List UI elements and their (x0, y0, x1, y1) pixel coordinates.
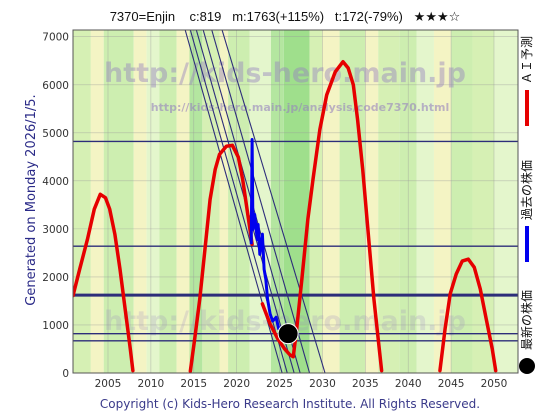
x-tick-label: 2015 (180, 378, 207, 390)
watermark-page-url: http://kids-hero.main.jp/analysis/code73… (151, 101, 450, 114)
background-band (472, 30, 494, 373)
background-band (416, 30, 434, 373)
background-band (493, 30, 518, 373)
axis-tick-labels: 0 1000 2000 3000 4000 5000 6000 7000 2005 2010 201… (42, 32, 507, 390)
chart-title: 7370=Enjin c:819 m:1763(+115%) t:172(-79… (110, 9, 461, 24)
x-tick-label: 2035 (352, 378, 379, 390)
y-tick-label: 0 (62, 368, 69, 380)
y-tick-label: 1000 (42, 320, 69, 332)
background-band (73, 30, 91, 373)
latest-price-marker (277, 323, 299, 345)
ai-forecast-line (438, 257, 498, 373)
background-band (322, 30, 340, 373)
background-band (270, 30, 284, 373)
y-tick-label: 3000 (42, 224, 69, 236)
background-band (189, 30, 203, 373)
plot-area: http://kids-hero.main.jp http://kids-her… (73, 30, 518, 373)
y-tick-label: 4000 (42, 176, 69, 188)
background-band (451, 30, 473, 373)
background-band (159, 30, 177, 373)
background-band (219, 30, 229, 373)
ai-forecast-line (260, 59, 384, 373)
legend: ＡＩ予測 過去の株価 最新の株価 (519, 36, 535, 374)
copyright-footer: Copyright (c) Kids-Hero Research Institu… (100, 397, 480, 411)
x-tick-label: 2010 (138, 378, 165, 390)
legend-label-ai-forecast: ＡＩ予測 (520, 36, 534, 84)
diagonal-trend-line (221, 30, 326, 373)
legend-label-past-price: 過去の株価 (519, 160, 534, 220)
x-tick-label: 2045 (438, 378, 465, 390)
y-tick-label: 7000 (42, 32, 69, 44)
gridlines (73, 30, 518, 373)
plot-border (72, 29, 519, 374)
x-tick-label: 2005 (95, 378, 122, 390)
x-tick-label: 2030 (309, 378, 336, 390)
diagonal-trend-line (211, 30, 311, 373)
ai-forecast-line (73, 192, 135, 373)
legend-label-latest-price: 最新の株価 (519, 290, 534, 350)
legend-marker-latest-price (519, 358, 535, 374)
generated-date-note: Generated on Monday 2026/1/5. (24, 94, 39, 305)
y-tick-label: 2000 (42, 272, 69, 284)
x-tick-label: 2050 (481, 378, 508, 390)
background-band (146, 30, 160, 373)
x-tick-label: 2040 (395, 378, 422, 390)
y-tick-label: 5000 (42, 128, 69, 140)
background-band (433, 30, 452, 373)
background-band (365, 30, 379, 373)
background-band (378, 30, 400, 373)
x-tick-label: 2025 (266, 378, 293, 390)
background-band (133, 30, 147, 373)
background-band (309, 30, 323, 373)
data-series (73, 59, 498, 373)
ai-forecast-line (188, 143, 254, 373)
background-band (176, 30, 190, 373)
y-tick-label: 6000 (42, 80, 69, 92)
x-tick-label: 2020 (223, 378, 250, 390)
watermark-site-url: http://kids-hero.main.jp (104, 58, 466, 89)
